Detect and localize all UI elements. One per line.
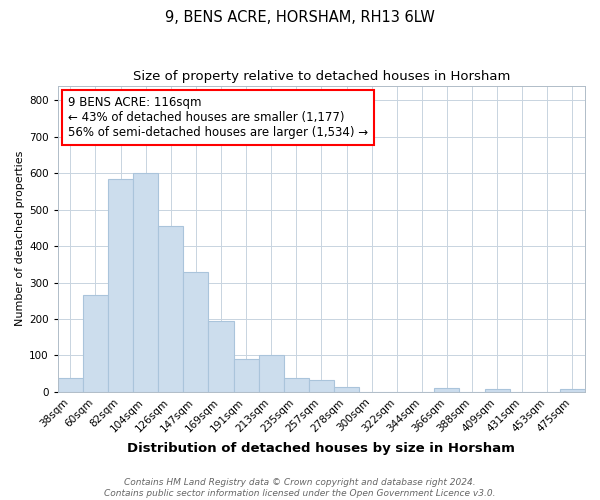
Y-axis label: Number of detached properties: Number of detached properties [15,151,25,326]
Bar [208,321,233,392]
Bar [309,380,334,392]
Bar [184,272,208,392]
Bar [485,389,509,392]
Bar [83,296,108,392]
Bar [284,378,309,392]
Bar [233,359,259,392]
Bar [560,390,585,392]
Bar [108,178,133,392]
Bar [133,173,158,392]
Bar [334,387,359,392]
Bar [434,388,460,392]
Bar [158,226,184,392]
Text: Contains HM Land Registry data © Crown copyright and database right 2024.
Contai: Contains HM Land Registry data © Crown c… [104,478,496,498]
Text: 9, BENS ACRE, HORSHAM, RH13 6LW: 9, BENS ACRE, HORSHAM, RH13 6LW [165,10,435,25]
Bar [259,356,284,392]
Bar [58,378,83,392]
Text: 9 BENS ACRE: 116sqm
← 43% of detached houses are smaller (1,177)
56% of semi-det: 9 BENS ACRE: 116sqm ← 43% of detached ho… [68,96,368,140]
Title: Size of property relative to detached houses in Horsham: Size of property relative to detached ho… [133,70,510,83]
X-axis label: Distribution of detached houses by size in Horsham: Distribution of detached houses by size … [127,442,515,455]
